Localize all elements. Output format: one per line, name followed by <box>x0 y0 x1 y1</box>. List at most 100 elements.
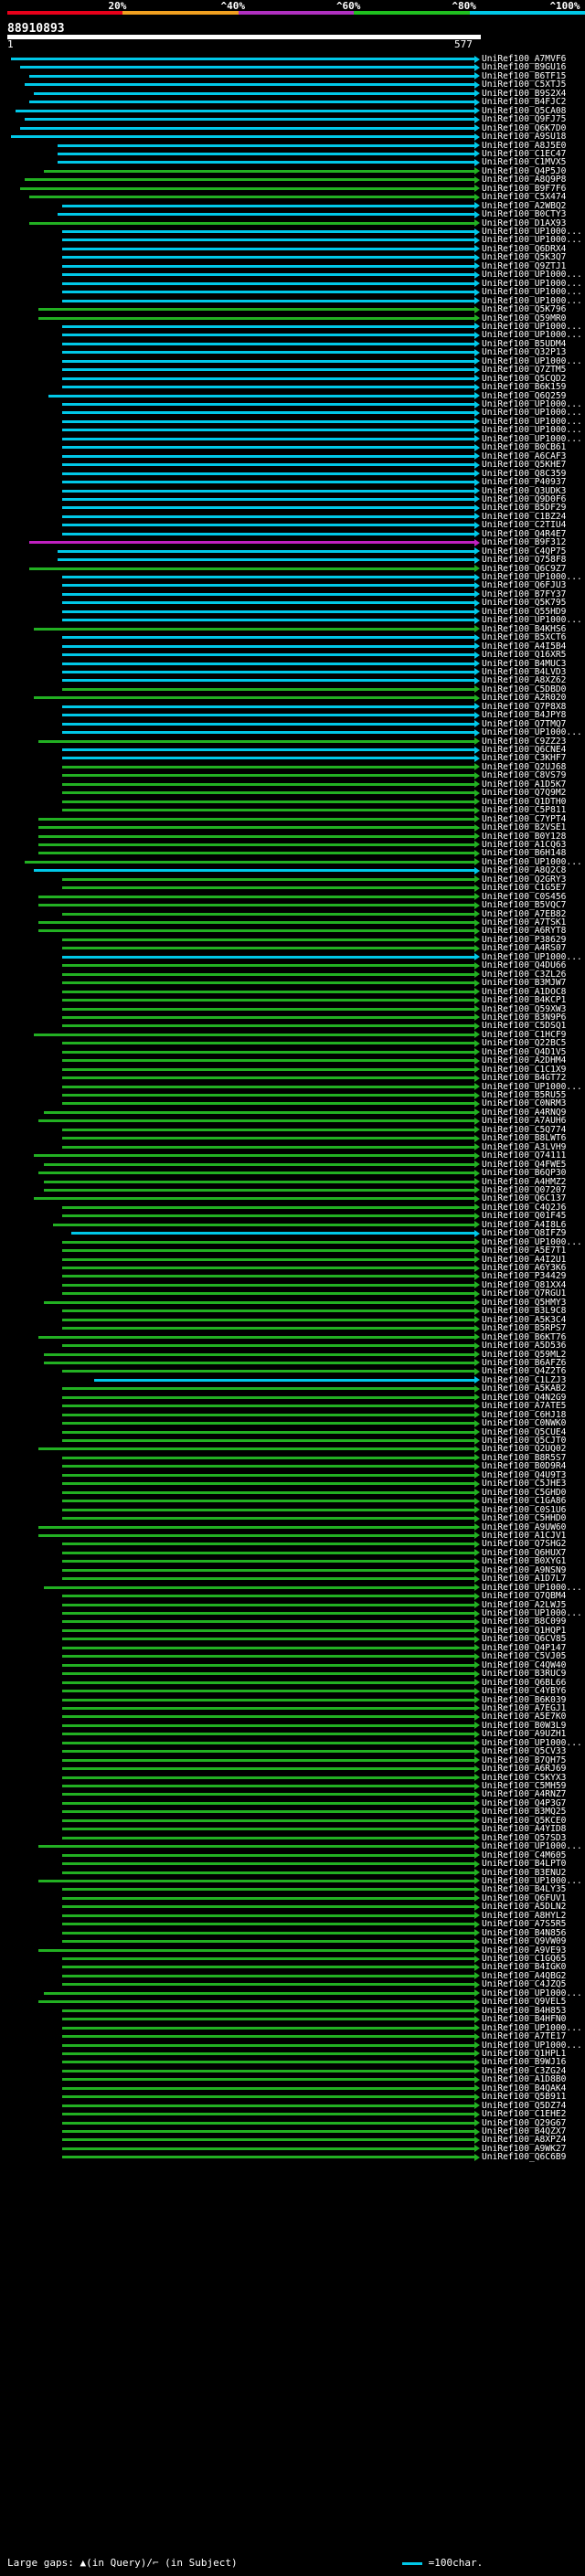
hit-bar[interactable] <box>61 1085 475 1088</box>
hit-bar[interactable] <box>61 1612 475 1615</box>
hit-label[interactable]: UniRef100_C1MVX5 <box>482 157 567 168</box>
hit-label[interactable]: UniRef100_C0S1U6 <box>482 1504 567 1515</box>
hit-label[interactable]: UniRef100_C6HJ18 <box>482 1409 567 1420</box>
hit-label[interactable]: UniRef100_Q55HD9 <box>482 606 567 617</box>
hit-bar[interactable] <box>61 619 475 622</box>
hit-label[interactable]: UniRef100_B0Y128 <box>482 831 567 842</box>
hit-bar[interactable] <box>43 169 475 173</box>
hit-bar[interactable] <box>61 1249 475 1253</box>
hit-label[interactable]: UniRef100_Q2UQ02 <box>482 1444 567 1455</box>
hit-bar[interactable] <box>57 558 475 562</box>
hit-bar[interactable] <box>61 1370 475 1373</box>
hit-bar[interactable] <box>61 748 475 751</box>
hit-bar[interactable] <box>61 1810 475 1814</box>
hit-bar[interactable] <box>34 627 475 631</box>
hit-bar[interactable] <box>61 1733 475 1736</box>
hit-bar[interactable] <box>38 316 475 320</box>
hit-bar[interactable] <box>61 636 475 640</box>
hit-label[interactable]: UniRef100_A5D536 <box>482 1341 567 1352</box>
hit-label[interactable]: UniRef100_C5GHD0 <box>482 1487 567 1498</box>
hit-bar[interactable] <box>61 1551 475 1554</box>
hit-bar[interactable] <box>61 506 475 510</box>
hit-bar[interactable] <box>61 1836 475 1839</box>
hit-bar[interactable] <box>61 947 475 950</box>
hit-bar[interactable] <box>61 1059 475 1063</box>
hit-label[interactable]: UniRef100_C4QP75 <box>482 546 567 557</box>
hit-bar[interactable] <box>61 1663 475 1667</box>
hit-bar[interactable] <box>61 782 475 786</box>
hit-bar[interactable] <box>25 83 475 87</box>
hit-bar[interactable] <box>38 1119 475 1123</box>
hit-label[interactable]: UniRef100_Q4R4E7 <box>482 528 567 539</box>
hit-bar[interactable] <box>61 1680 475 1684</box>
hit-bar[interactable] <box>61 2130 475 2133</box>
hit-bar[interactable] <box>20 126 475 130</box>
hit-bar[interactable] <box>61 376 475 380</box>
hit-bar[interactable] <box>20 186 475 190</box>
hit-bar[interactable] <box>34 696 475 700</box>
hit-label[interactable]: UniRef100_C3ZG24 <box>482 2065 567 2076</box>
hit-bar[interactable] <box>61 1638 475 1641</box>
hit-label[interactable]: UniRef100_Q4N2G9 <box>482 1392 567 1403</box>
hit-label[interactable]: UniRef100_B5RPS7 <box>482 1323 567 1334</box>
hit-bar[interactable] <box>61 1465 475 1468</box>
hit-label[interactable]: UniRef100_Q4D1V5 <box>482 1046 567 1057</box>
hit-label[interactable]: UniRef100_B4HFN0 <box>482 2014 567 2025</box>
hit-label[interactable]: UniRef100_Q7ZTM5 <box>482 365 567 376</box>
hit-bar[interactable] <box>34 91 475 95</box>
hit-label[interactable]: UniRef100_A3LVH9 <box>482 1141 567 1152</box>
hit-bar[interactable] <box>38 895 475 898</box>
hit-bar[interactable] <box>61 1094 475 1097</box>
hit-label[interactable]: UniRef100_C7YPT4 <box>482 813 567 824</box>
hit-bar[interactable] <box>61 1690 475 1693</box>
hit-bar[interactable] <box>34 1197 475 1201</box>
hit-bar[interactable] <box>61 1128 475 1131</box>
hit-label[interactable]: UniRef100_A7MVF6 <box>482 54 567 64</box>
hit-bar[interactable] <box>29 221 475 225</box>
hit-label[interactable]: UniRef100_Q5CQD2 <box>482 373 567 384</box>
hit-label[interactable]: UniRef100_B9GU16 <box>482 62 567 73</box>
hit-label[interactable]: UniRef100_C0NRM3 <box>482 1098 567 1109</box>
hit-bar[interactable] <box>61 1214 475 1218</box>
hit-label[interactable]: UniRef100_Q59MR0 <box>482 313 567 323</box>
hit-label[interactable]: UniRef100_B4JPY8 <box>482 710 567 721</box>
hit-label[interactable]: UniRef100_UP1000... <box>482 1582 582 1593</box>
hit-bar[interactable] <box>61 1344 475 1348</box>
hit-label[interactable]: UniRef100_A5DLN2 <box>482 1902 567 1913</box>
hit-bar[interactable] <box>29 74 475 78</box>
hit-bar[interactable] <box>38 834 475 838</box>
hit-label[interactable]: UniRef100_C5P811 <box>482 805 567 816</box>
hit-bar[interactable] <box>61 1257 475 1261</box>
hit-bar[interactable] <box>61 351 475 355</box>
hit-bar[interactable] <box>61 964 475 968</box>
hit-bar[interactable] <box>43 1585 475 1589</box>
hit-label[interactable]: UniRef100_Q7SHG2 <box>482 1539 567 1550</box>
hit-bar[interactable] <box>61 1776 475 1779</box>
hit-bar[interactable] <box>57 213 475 217</box>
hit-bar[interactable] <box>61 1913 475 1917</box>
hit-bar[interactable] <box>43 1110 475 1114</box>
hit-label[interactable]: UniRef100_B0D9R4 <box>482 1461 567 1472</box>
hit-bar[interactable] <box>61 2078 475 2082</box>
hit-label[interactable]: UniRef100_Q5K3Q7 <box>482 252 567 263</box>
hit-bar[interactable] <box>38 843 475 846</box>
hit-label[interactable]: UniRef100_UP1000... <box>482 1236 582 1247</box>
hit-bar[interactable] <box>38 852 475 855</box>
hit-label[interactable]: UniRef100_Q9VEL5 <box>482 1997 567 2008</box>
hit-bar[interactable] <box>61 972 475 976</box>
hit-label[interactable]: UniRef100_UP1000... <box>482 572 582 582</box>
hit-bar[interactable] <box>61 1706 475 1710</box>
hit-bar[interactable] <box>38 817 475 821</box>
hit-bar[interactable] <box>61 342 475 345</box>
hit-bar[interactable] <box>61 1595 475 1598</box>
hit-bar[interactable] <box>61 1387 475 1391</box>
hit-label[interactable]: UniRef100_Q6Q259 <box>482 390 567 401</box>
hit-bar[interactable] <box>61 1240 475 1244</box>
hit-bar[interactable] <box>61 1422 475 1426</box>
hit-label[interactable]: UniRef100_C5X474 <box>482 192 567 203</box>
hit-bar[interactable] <box>61 1905 475 1909</box>
hit-label[interactable]: UniRef100_A1D8B0 <box>482 2074 567 2085</box>
hit-bar[interactable] <box>61 687 475 691</box>
hit-label[interactable]: UniRef100_Q8IFZ9 <box>482 1228 567 1239</box>
hit-bar[interactable] <box>38 929 475 933</box>
